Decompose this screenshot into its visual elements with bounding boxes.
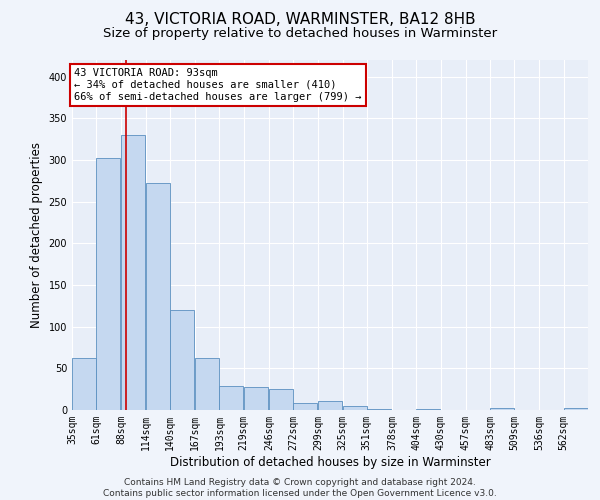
Y-axis label: Number of detached properties: Number of detached properties (30, 142, 43, 328)
Text: 43, VICTORIA ROAD, WARMINSTER, BA12 8HB: 43, VICTORIA ROAD, WARMINSTER, BA12 8HB (125, 12, 475, 28)
Text: 43 VICTORIA ROAD: 93sqm
← 34% of detached houses are smaller (410)
66% of semi-d: 43 VICTORIA ROAD: 93sqm ← 34% of detache… (74, 68, 361, 102)
Bar (244, 386, 268, 410)
Bar (195, 358, 219, 410)
Bar (416, 409, 440, 410)
Bar (319, 401, 343, 410)
Bar (490, 408, 514, 410)
Text: Size of property relative to detached houses in Warminster: Size of property relative to detached ho… (103, 28, 497, 40)
Bar (293, 404, 317, 410)
Bar (96, 158, 120, 410)
Bar (72, 358, 96, 410)
Bar (343, 406, 367, 410)
Bar (170, 310, 194, 410)
Text: Contains HM Land Registry data © Crown copyright and database right 2024.
Contai: Contains HM Land Registry data © Crown c… (103, 478, 497, 498)
Bar (564, 408, 588, 410)
Bar (269, 389, 293, 410)
Bar (121, 135, 145, 410)
Bar (220, 386, 244, 410)
X-axis label: Distribution of detached houses by size in Warminster: Distribution of detached houses by size … (170, 456, 490, 468)
Bar (367, 409, 391, 410)
Bar (146, 184, 170, 410)
